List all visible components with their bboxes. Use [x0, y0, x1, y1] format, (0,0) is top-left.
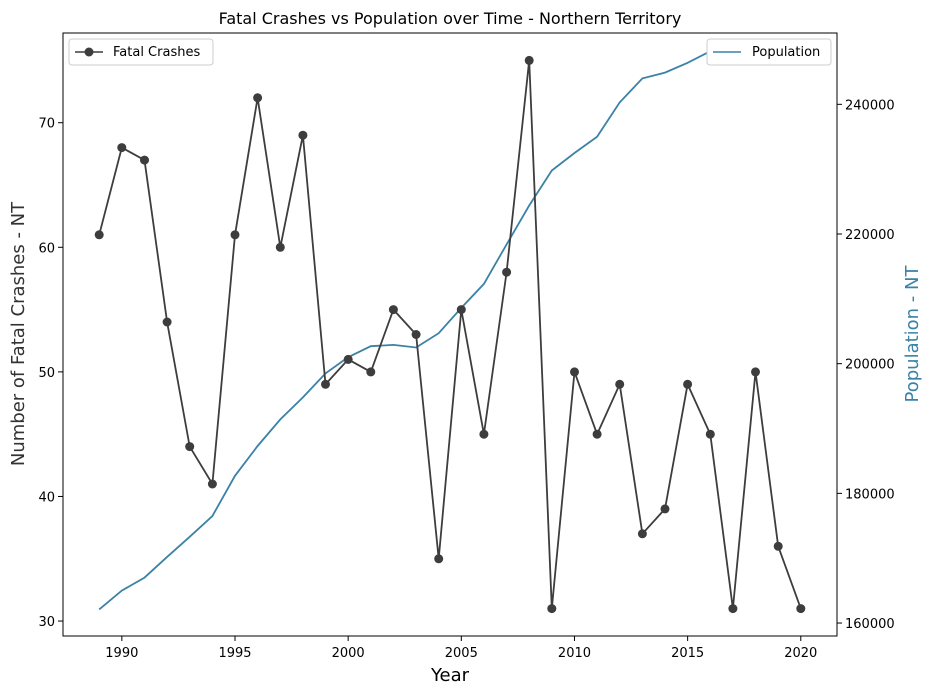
fatal-crashes-point	[592, 429, 602, 439]
fatal-crashes-point	[275, 242, 285, 252]
fatal-crashes-point	[140, 155, 149, 165]
left-y-axis-title: Number of Fatal Crashes - NT	[8, 201, 29, 466]
fatal-crashes-point	[366, 367, 376, 377]
fatal-crashes-point	[162, 317, 172, 327]
legend-right-label: Population	[752, 45, 820, 60]
fatal-crashes-point	[524, 55, 534, 65]
fatal-crashes-point	[343, 354, 353, 364]
left-y-tick-label: 40	[38, 490, 55, 505]
right-y-tick-label: 240000	[845, 98, 895, 113]
x-tick-label: 2015	[671, 646, 704, 661]
chart-title: Fatal Crashes vs Population over Time - …	[219, 9, 682, 28]
right-y-tick-label: 220000	[845, 228, 895, 243]
left-y-axis: 30 40 50 60 70	[38, 117, 63, 630]
legend-left-marker	[84, 47, 94, 57]
x-tick-label: 2005	[445, 646, 478, 661]
fatal-crashes-point	[547, 604, 557, 614]
right-y-tick-label: 200000	[845, 358, 895, 373]
legend-right-box	[706, 38, 832, 66]
fatal-crashes-point	[751, 367, 760, 377]
fatal-crashes-point	[502, 267, 512, 277]
fatal-crashes-point	[411, 330, 421, 339]
fatal-crashes-point	[637, 529, 647, 539]
right-y-axis: 160000 180000 200000 220000 240000	[837, 98, 895, 632]
fatal-crashes-point	[705, 429, 715, 439]
x-tick-label: 1995	[218, 646, 251, 661]
left-y-tick-label: 30	[38, 615, 55, 630]
fatal-crashes-point	[456, 305, 466, 315]
fatal-crashes-point	[479, 429, 489, 439]
fatal-crashes-point	[773, 541, 783, 551]
fatal-crashes-point	[253, 93, 263, 103]
fatal-crashes-point	[298, 130, 308, 140]
x-axis-title: Year	[430, 665, 470, 686]
x-tick-label: 1990	[105, 646, 138, 661]
fatal-crashes-point	[570, 367, 579, 377]
fatal-crashes-point	[117, 143, 127, 153]
x-axis: 1990 1995 2000 2005 2010 2015 2020	[105, 636, 817, 661]
fatal-crashes-point	[728, 604, 738, 614]
fatal-crashes-point	[207, 479, 217, 489]
legend-left-label: Fatal Crashes	[113, 45, 200, 60]
fatal-crashes-point	[230, 230, 240, 240]
fatal-crashes-point	[683, 379, 693, 389]
fatal-crashes-point	[660, 504, 670, 514]
fatal-crashes-line	[98, 60, 802, 609]
left-y-tick-label: 60	[38, 241, 55, 256]
fatal-crashes-point	[796, 604, 806, 614]
right-y-tick-label: 160000	[845, 617, 895, 632]
x-tick-label: 2010	[558, 646, 591, 661]
legend-right: Population	[706, 38, 832, 66]
legend-left-box	[68, 38, 214, 66]
fatal-crashes-point	[388, 305, 398, 315]
left-y-tick-label: 50	[38, 366, 55, 381]
fatal-crashes-point	[615, 379, 625, 389]
left-y-tick-label: 70	[38, 117, 55, 132]
fatal-crashes-point	[94, 230, 104, 240]
fatal-crashes-point	[185, 442, 195, 452]
fatal-crashes-point	[434, 554, 444, 564]
series-layer	[94, 44, 806, 614]
right-y-tick-label: 180000	[845, 487, 895, 502]
population-line	[98, 44, 801, 611]
fatal-crashes-point	[321, 379, 330, 389]
x-tick-label: 2000	[332, 646, 365, 661]
right-y-axis-title: Population - NT	[902, 265, 923, 403]
legend-left: Fatal Crashes	[68, 38, 214, 66]
x-tick-label: 2020	[784, 646, 817, 661]
